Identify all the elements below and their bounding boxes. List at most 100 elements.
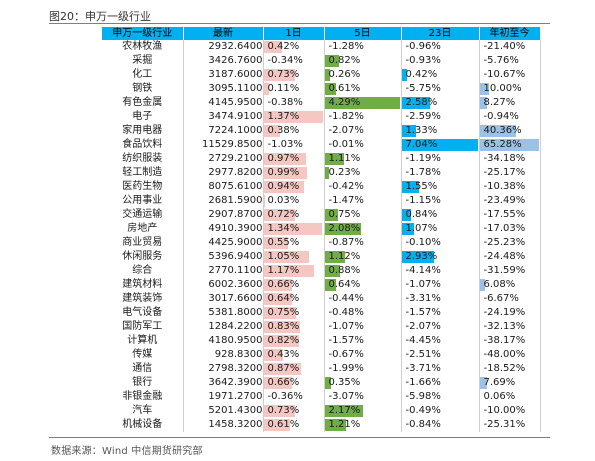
- ytd-value: -18.52%: [483, 363, 526, 374]
- d5-cell: 0.82%: [324, 54, 402, 68]
- latest-value: 4180.9500: [183, 334, 264, 348]
- d23-value: 1.07%: [405, 223, 438, 234]
- d23-cell: -4.14%: [401, 264, 480, 278]
- d23-cell: -2.07%: [401, 320, 480, 334]
- d1-bar: [263, 335, 299, 347]
- d23-cell: -0.93%: [401, 54, 480, 68]
- d5-bar: [324, 97, 400, 109]
- ytd-value: -48.00%: [483, 349, 526, 360]
- ytd-value: -32.13%: [483, 321, 526, 332]
- ytd-cell: 40.36%: [479, 124, 541, 138]
- d5-value: 0.82%: [328, 55, 361, 66]
- d1-value: 1.05%: [267, 251, 300, 262]
- table-row: 医药生物 8075.6100 0.94% -0.42% 1.55% -10.38%: [102, 180, 541, 194]
- d1-bar: [263, 405, 295, 417]
- ytd-cell: -5.76%: [479, 54, 541, 68]
- d5-bar: [324, 279, 336, 291]
- ytd-cell: -10.00%: [479, 404, 541, 418]
- d1-cell: 0.61%: [263, 418, 325, 432]
- d5-cell: 1.21%: [324, 418, 402, 432]
- table-row: 轻工制造 2977.8200 0.99% 0.23% -1.78% -25.17%: [102, 166, 541, 180]
- ytd-value: -25.23%: [483, 237, 526, 248]
- d23-value: 1.33%: [405, 125, 438, 136]
- d1-value: 0.73%: [267, 405, 300, 416]
- industry-name: 交通运输: [102, 208, 184, 222]
- d23-cell: -2.59%: [401, 110, 480, 124]
- d1-cell: 0.42%: [263, 40, 325, 54]
- d23-cell: -0.96%: [401, 40, 480, 54]
- industry-name: 汽车: [102, 404, 184, 418]
- d1-cell: -0.36%: [263, 390, 325, 404]
- d23-value: 7.04%: [405, 139, 438, 150]
- d1-bar: [263, 237, 288, 249]
- d23-value: 0.84%: [405, 209, 438, 220]
- d1-bar: [263, 251, 309, 263]
- d5-bar: [324, 377, 331, 389]
- d1-value: 0.99%: [267, 167, 300, 178]
- d1-value: 0.43%: [267, 349, 300, 360]
- d23-cell: -0.49%: [401, 404, 480, 418]
- ytd-cell: -23.49%: [479, 194, 541, 208]
- d5-value: -0.67%: [328, 349, 364, 360]
- d23-value: -1.78%: [405, 167, 441, 178]
- d23-value: -3.31%: [405, 293, 441, 304]
- d23-bar: [401, 251, 434, 263]
- d5-value: 1.21%: [328, 419, 361, 430]
- d5-cell: -0.01%: [324, 138, 402, 152]
- industry-name: 休闲服务: [102, 250, 184, 264]
- d1-bar: [263, 83, 269, 95]
- d5-cell: 1.12%: [324, 250, 402, 264]
- latest-value: 1971.2700: [183, 390, 264, 404]
- d23-value: -4.45%: [405, 335, 441, 346]
- d5-cell: 0.64%: [324, 278, 402, 292]
- ytd-bar: [479, 139, 539, 151]
- latest-value: 4425.9000: [183, 236, 264, 250]
- industry-name: 建筑材料: [102, 278, 184, 292]
- ytd-cell: -48.00%: [479, 348, 541, 362]
- d1-value: 1.17%: [267, 265, 300, 276]
- d1-bar: [263, 377, 292, 389]
- d1-value: 0.03%: [267, 195, 300, 206]
- d23-value: -0.10%: [405, 237, 441, 248]
- ytd-cell: -10.38%: [479, 180, 541, 194]
- d23-cell: -1.07%: [401, 278, 480, 292]
- d1-bar: [263, 125, 280, 137]
- industry-name: 建筑装饰: [102, 292, 184, 306]
- ytd-value: -10.00%: [483, 405, 526, 416]
- d23-bar: [401, 69, 407, 81]
- d23-value: 0.42%: [405, 69, 438, 80]
- d5-value: -2.07%: [328, 125, 364, 136]
- d1-cell: 0.66%: [263, 278, 325, 292]
- d23-value: -2.59%: [405, 111, 441, 122]
- d1-cell: 0.73%: [263, 68, 325, 82]
- d1-value: 0.73%: [267, 69, 300, 80]
- latest-value: 2907.8700: [183, 208, 264, 222]
- d5-cell: -0.87%: [324, 236, 402, 250]
- d23-bar: [401, 209, 411, 221]
- d5-value: -1.47%: [328, 195, 364, 206]
- d23-value: -1.15%: [405, 195, 441, 206]
- ytd-value: -24.48%: [483, 251, 526, 262]
- ytd-value: 10.00%: [483, 83, 522, 94]
- d23-cell: -2.51%: [401, 348, 480, 362]
- table-row: 传媒 928.8300 0.43% -0.67% -2.51% -48.00%: [102, 348, 541, 362]
- d5-bar: [324, 419, 346, 431]
- d23-value: 2.93%: [405, 251, 438, 262]
- d23-cell: -0.84%: [401, 418, 480, 432]
- d23-bar: [401, 139, 478, 151]
- d5-cell: -0.44%: [324, 292, 402, 306]
- industry-name: 电气设备: [102, 306, 184, 320]
- header-5d: 5日: [324, 27, 402, 40]
- industry-name: 国防军工: [102, 320, 184, 334]
- d1-cell: 1.05%: [263, 250, 325, 264]
- ytd-cell: -0.94%: [479, 110, 541, 124]
- table-row: 休闲服务 5396.9400 1.05% 1.12% 2.93% -24.48%: [102, 250, 541, 264]
- d1-cell: 0.97%: [263, 152, 325, 166]
- ytd-bar: [479, 97, 487, 109]
- d5-bar: [324, 405, 363, 417]
- d1-bar: [263, 153, 306, 165]
- d1-value: 0.11%: [267, 83, 300, 94]
- d1-bar: [263, 111, 323, 123]
- latest-value: 11529.8500: [183, 138, 264, 152]
- latest-value: 2770.1100: [183, 264, 264, 278]
